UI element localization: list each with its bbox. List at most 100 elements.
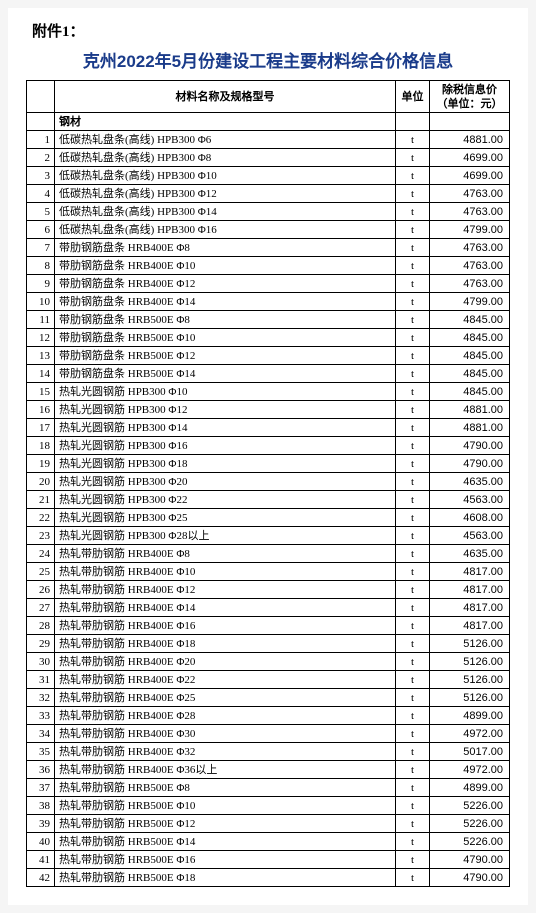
- cell-unit: t: [396, 149, 430, 167]
- cell-unit: t: [396, 563, 430, 581]
- table-row: 5低碳热轧盘条(高线) HPB300 Φ14t4763.00: [27, 203, 510, 221]
- cell-unit: t: [396, 131, 430, 149]
- table-row: 4低碳热轧盘条(高线) HPB300 Φ12t4763.00: [27, 185, 510, 203]
- cell-index: 28: [27, 617, 55, 635]
- cell-price: 4790.00: [430, 869, 510, 887]
- cell-index: 18: [27, 437, 55, 455]
- table-row: 23热轧光圆钢筋 HPB300 Φ28以上t4563.00: [27, 527, 510, 545]
- table-row: 22热轧光圆钢筋 HPB300 Φ25t4608.00: [27, 509, 510, 527]
- table-row: 38热轧带肋钢筋 HRB500E Φ10t5226.00: [27, 797, 510, 815]
- table-row: 31热轧带肋钢筋 HRB400E Φ22t5126.00: [27, 671, 510, 689]
- cell-name: 带肋钢筋盘条 HRB500E Φ14: [55, 365, 396, 383]
- table-row: 9带肋钢筋盘条 HRB400E Φ12t4763.00: [27, 275, 510, 293]
- cell-unit: t: [396, 869, 430, 887]
- cell-unit: [396, 113, 430, 131]
- col-name: 材料名称及规格型号: [55, 81, 396, 113]
- cell-price: 5017.00: [430, 743, 510, 761]
- cell-price: 4845.00: [430, 383, 510, 401]
- cell-name: 热轧光圆钢筋 HPB300 Φ12: [55, 401, 396, 419]
- cell-index: [27, 113, 55, 131]
- cell-price: 4845.00: [430, 329, 510, 347]
- cell-index: 42: [27, 869, 55, 887]
- cell-price: 4799.00: [430, 293, 510, 311]
- cell-index: 3: [27, 167, 55, 185]
- cell-name: 热轧光圆钢筋 HPB300 Φ20: [55, 473, 396, 491]
- cell-index: 37: [27, 779, 55, 797]
- table-row: 10带肋钢筋盘条 HRB400E Φ14t4799.00: [27, 293, 510, 311]
- table-row: 14带肋钢筋盘条 HRB500E Φ14t4845.00: [27, 365, 510, 383]
- cell-unit: t: [396, 545, 430, 563]
- cell-unit: t: [396, 779, 430, 797]
- cell-index: 22: [27, 509, 55, 527]
- cell-name: 热轧带肋钢筋 HRB500E Φ14: [55, 833, 396, 851]
- cell-price: 4881.00: [430, 419, 510, 437]
- cell-name: 低碳热轧盘条(高线) HPB300 Φ12: [55, 185, 396, 203]
- cell-unit: t: [396, 671, 430, 689]
- cell-price: 4881.00: [430, 401, 510, 419]
- cell-index: 33: [27, 707, 55, 725]
- cell-price: 4817.00: [430, 599, 510, 617]
- cell-unit: t: [396, 185, 430, 203]
- table-row: 12带肋钢筋盘条 HRB500E Φ10t4845.00: [27, 329, 510, 347]
- cell-unit: t: [396, 797, 430, 815]
- cell-index: 14: [27, 365, 55, 383]
- cell-name: 带肋钢筋盘条 HRB400E Φ12: [55, 275, 396, 293]
- cell-name: 热轧光圆钢筋 HPB300 Φ14: [55, 419, 396, 437]
- cell-price: 4845.00: [430, 365, 510, 383]
- cell-price: 4763.00: [430, 257, 510, 275]
- cell-unit: t: [396, 689, 430, 707]
- cell-name: 低碳热轧盘条(高线) HPB300 Φ10: [55, 167, 396, 185]
- cell-index: 27: [27, 599, 55, 617]
- cell-index: 38: [27, 797, 55, 815]
- header-row: 材料名称及规格型号 单位 除税信息价（单位：元）: [27, 81, 510, 113]
- cell-index: 13: [27, 347, 55, 365]
- cell-unit: t: [396, 473, 430, 491]
- cell-unit: t: [396, 653, 430, 671]
- cell-unit: t: [396, 707, 430, 725]
- cell-unit: t: [396, 761, 430, 779]
- cell-price: 4817.00: [430, 617, 510, 635]
- cell-index: 2: [27, 149, 55, 167]
- cell-index: 34: [27, 725, 55, 743]
- cell-unit: t: [396, 581, 430, 599]
- table-row: 6低碳热轧盘条(高线) HPB300 Φ16t4799.00: [27, 221, 510, 239]
- cell-index: 29: [27, 635, 55, 653]
- cell-index: 32: [27, 689, 55, 707]
- price-table: 材料名称及规格型号 单位 除税信息价（单位：元） 钢材1低碳热轧盘条(高线) H…: [26, 80, 510, 887]
- table-row: 21热轧光圆钢筋 HPB300 Φ22t4563.00: [27, 491, 510, 509]
- cell-index: 20: [27, 473, 55, 491]
- cell-price: 5126.00: [430, 653, 510, 671]
- cell-index: 12: [27, 329, 55, 347]
- cell-name: 热轧带肋钢筋 HRB400E Φ16: [55, 617, 396, 635]
- cell-name: 热轧带肋钢筋 HRB500E Φ12: [55, 815, 396, 833]
- cell-unit: t: [396, 221, 430, 239]
- cell-price: 5126.00: [430, 635, 510, 653]
- col-index: [27, 81, 55, 113]
- cell-name: 带肋钢筋盘条 HRB400E Φ14: [55, 293, 396, 311]
- cell-price: 4790.00: [430, 851, 510, 869]
- table-row: 8带肋钢筋盘条 HRB400E Φ10t4763.00: [27, 257, 510, 275]
- cell-name: 热轧带肋钢筋 HRB400E Φ25: [55, 689, 396, 707]
- cell-index: 19: [27, 455, 55, 473]
- cell-name: 带肋钢筋盘条 HRB400E Φ8: [55, 239, 396, 257]
- table-row: 40热轧带肋钢筋 HRB500E Φ14t5226.00: [27, 833, 510, 851]
- table-row: 17热轧光圆钢筋 HPB300 Φ14t4881.00: [27, 419, 510, 437]
- table-row: 30热轧带肋钢筋 HRB400E Φ20t5126.00: [27, 653, 510, 671]
- cell-unit: t: [396, 275, 430, 293]
- cell-name: 热轧带肋钢筋 HRB500E Φ18: [55, 869, 396, 887]
- cell-index: 41: [27, 851, 55, 869]
- cell-name: 热轧带肋钢筋 HRB400E Φ10: [55, 563, 396, 581]
- cell-price: 4881.00: [430, 131, 510, 149]
- cell-unit: t: [396, 329, 430, 347]
- cell-price: 5126.00: [430, 689, 510, 707]
- cell-name: 低碳热轧盘条(高线) HPB300 Φ16: [55, 221, 396, 239]
- cell-unit: t: [396, 365, 430, 383]
- cell-unit: t: [396, 509, 430, 527]
- cell-index: 40: [27, 833, 55, 851]
- cell-index: 11: [27, 311, 55, 329]
- cell-price: 5226.00: [430, 833, 510, 851]
- cell-index: 24: [27, 545, 55, 563]
- table-row: 42热轧带肋钢筋 HRB500E Φ18t4790.00: [27, 869, 510, 887]
- table-row: 11带肋钢筋盘条 HRB500E Φ8t4845.00: [27, 311, 510, 329]
- cell-index: 26: [27, 581, 55, 599]
